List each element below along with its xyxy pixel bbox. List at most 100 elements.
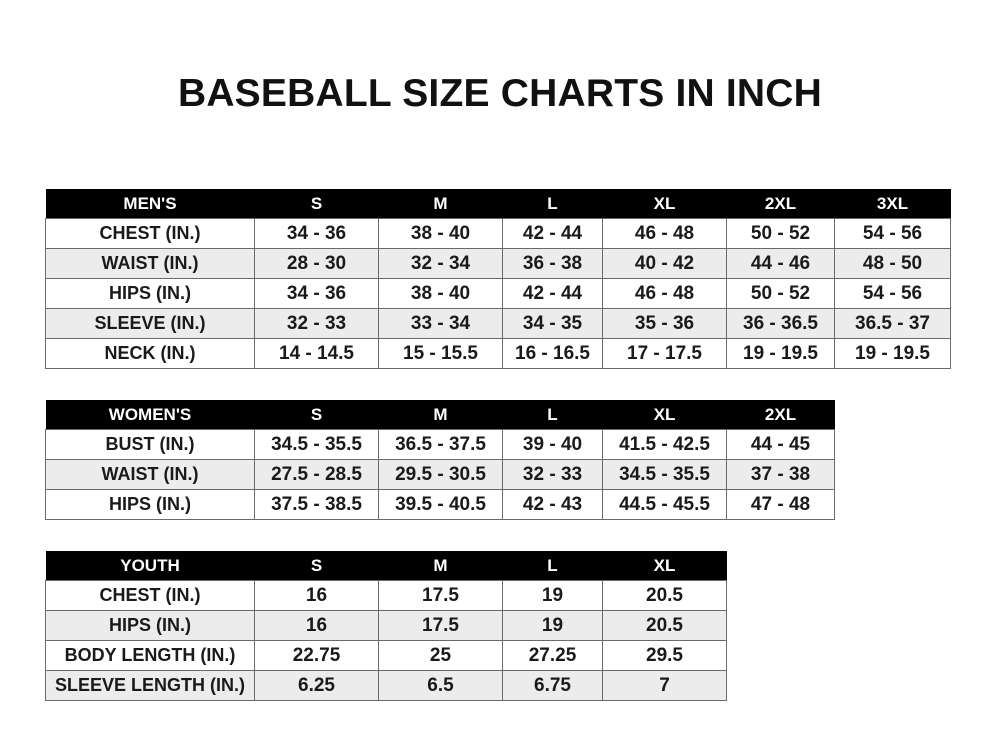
size-value: 19 [502,610,603,641]
size-header: 2XL [726,189,835,219]
size-value: 48 - 50 [834,248,951,279]
womens-size-table: WOMEN'S S M L XL 2XL BUST (IN.) 34.5 - 35.5 36.5… [45,400,835,520]
size-value: 36 - 38 [502,248,603,279]
size-value: 54 - 56 [834,218,951,249]
size-value: 27.5 - 28.5 [254,459,379,490]
mens-size-table: MEN'S S M L XL 2XL 3XL CHEST (IN.) 34 - 36 38 - 4… [45,189,951,369]
size-value: 39.5 - 40.5 [378,489,503,520]
size-value: 20.5 [602,610,727,641]
size-header: M [378,400,503,430]
table-row: BUST (IN.) 34.5 - 35.5 36.5 - 37.5 39 - 40 4… [45,429,835,460]
measurement-label: SLEEVE (IN.) [45,308,255,339]
size-value: 44 - 45 [726,429,835,460]
size-value: 46 - 48 [602,278,727,309]
size-value: 40 - 42 [602,248,727,279]
size-value: 6.5 [378,670,503,701]
size-value: 44.5 - 45.5 [602,489,727,520]
measurement-label: HIPS (IN.) [45,489,255,520]
size-value: 16 - 16.5 [502,338,603,369]
size-value: 20.5 [602,580,727,611]
size-value: 7 [602,670,727,701]
size-value: 54 - 56 [834,278,951,309]
size-value: 16 [254,580,379,611]
measurement-label: BODY LENGTH (IN.) [45,640,255,671]
size-header: M [378,551,503,581]
table-row: BODY LENGTH (IN.) 22.75 25 27.25 29.5 [45,640,727,671]
header-row: WOMEN'S S M L XL 2XL [45,400,835,430]
size-value: 19 - 19.5 [726,338,835,369]
size-value: 47 - 48 [726,489,835,520]
size-value: 29.5 - 30.5 [378,459,503,490]
size-value: 19 - 19.5 [834,338,951,369]
size-value: 15 - 15.5 [378,338,503,369]
size-value: 32 - 33 [502,459,603,490]
size-header: S [254,189,379,219]
size-value: 27.25 [502,640,603,671]
size-value: 42 - 43 [502,489,603,520]
size-value: 34 - 36 [254,278,379,309]
size-value: 41.5 - 42.5 [602,429,727,460]
size-value: 50 - 52 [726,278,835,309]
size-value: 37 - 38 [726,459,835,490]
size-value: 35 - 36 [602,308,727,339]
measurement-label: WAIST (IN.) [45,459,255,490]
size-header: 2XL [726,400,835,430]
size-value: 17 - 17.5 [602,338,727,369]
size-value: 22.75 [254,640,379,671]
size-value: 32 - 34 [378,248,503,279]
size-header: S [254,400,379,430]
table-row: WAIST (IN.) 27.5 - 28.5 29.5 - 30.5 32 - 33… [45,459,835,490]
table-row: NECK (IN.) 14 - 14.5 15 - 15.5 16 - 16.5 17 … [45,338,951,369]
size-value: 37.5 - 38.5 [254,489,379,520]
table-row: CHEST (IN.) 16 17.5 19 20.5 [45,580,727,611]
category-header: MEN'S [45,189,255,219]
header-row: MEN'S S M L XL 2XL 3XL [45,189,951,219]
category-header: YOUTH [45,551,255,581]
size-value: 34.5 - 35.5 [602,459,727,490]
size-value: 6.25 [254,670,379,701]
size-value: 14 - 14.5 [254,338,379,369]
size-value: 38 - 40 [378,218,503,249]
size-value: 34 - 36 [254,218,379,249]
measurement-label: WAIST (IN.) [45,248,255,279]
header-row: YOUTH S M L XL [45,551,727,581]
size-value: 39 - 40 [502,429,603,460]
size-header: L [502,400,603,430]
size-value: 16 [254,610,379,641]
size-value: 17.5 [378,580,503,611]
size-value: 36.5 - 37.5 [378,429,503,460]
size-value: 32 - 33 [254,308,379,339]
table-row: SLEEVE (IN.) 32 - 33 33 - 34 34 - 35 35 - 36… [45,308,951,339]
size-value: 38 - 40 [378,278,503,309]
size-value: 29.5 [602,640,727,671]
size-header: XL [602,551,727,581]
size-value: 42 - 44 [502,278,603,309]
size-value: 46 - 48 [602,218,727,249]
size-value: 34.5 - 35.5 [254,429,379,460]
size-header: L [502,189,603,219]
size-value: 25 [378,640,503,671]
size-value: 6.75 [502,670,603,701]
table-row: SLEEVE LENGTH (IN.) 6.25 6.5 6.75 7 [45,670,727,701]
measurement-label: BUST (IN.) [45,429,255,460]
size-value: 50 - 52 [726,218,835,249]
size-header: XL [602,189,727,219]
page-title: BASEBALL SIZE CHARTS IN INCH [177,72,823,115]
measurement-label: NECK (IN.) [45,338,255,369]
measurement-label: HIPS (IN.) [45,278,255,309]
measurement-label: HIPS (IN.) [45,610,255,641]
size-value: 28 - 30 [254,248,379,279]
size-header: S [254,551,379,581]
category-header: WOMEN'S [45,400,255,430]
size-value: 36.5 - 37 [834,308,951,339]
measurement-label: SLEEVE LENGTH (IN.) [45,670,255,701]
size-value: 33 - 34 [378,308,503,339]
size-header: M [378,189,503,219]
table-row: HIPS (IN.) 34 - 36 38 - 40 42 - 44 46 - 48 50… [45,278,951,309]
table-row: HIPS (IN.) 37.5 - 38.5 39.5 - 40.5 42 - 43 4… [45,489,835,520]
size-value: 19 [502,580,603,611]
youth-size-table: YOUTH S M L XL CHEST (IN.) 16 17.5 19 20.5 HIPS (I… [45,551,727,701]
measurement-label: CHEST (IN.) [45,218,255,249]
size-value: 34 - 35 [502,308,603,339]
size-header: 3XL [834,189,951,219]
